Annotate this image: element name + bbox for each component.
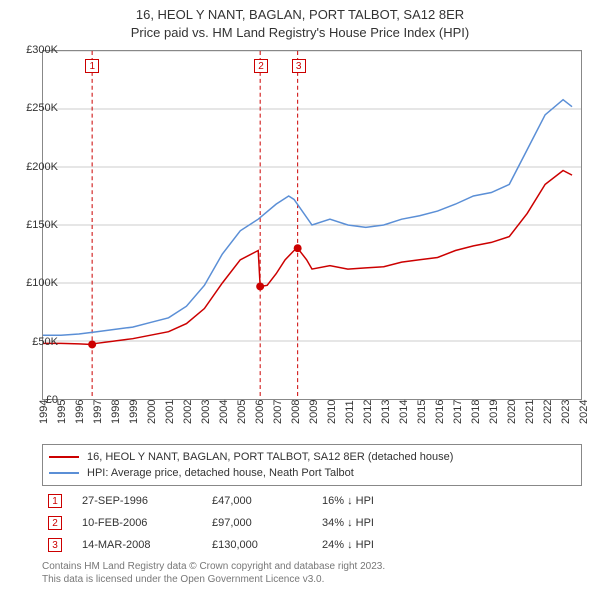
x-axis-label: 2007	[272, 400, 284, 424]
x-axis-label: 1996	[74, 400, 86, 424]
sale-dot	[294, 244, 302, 252]
footer-line1: Contains HM Land Registry data © Crown c…	[42, 560, 582, 573]
x-axis-label: 2008	[290, 400, 302, 424]
sale-price: £130,000	[212, 539, 322, 551]
sale-marker-2: 2	[254, 59, 268, 73]
y-axis-label: £100K	[8, 277, 58, 289]
sale-date: 14-MAR-2008	[82, 539, 212, 551]
x-axis-label: 2001	[164, 400, 176, 424]
sale-marker-1: 1	[85, 59, 99, 73]
sale-row: 3 14-MAR-2008£130,00024% ↓ HPI	[42, 534, 582, 556]
x-axis-label: 2010	[326, 400, 338, 424]
x-axis-label: 2002	[182, 400, 194, 424]
sales-table: 1 27-SEP-1996£47,00016% ↓ HPI 2 10-FEB-2006…	[42, 490, 582, 556]
x-axis-label: 2009	[308, 400, 320, 424]
sale-number: 1	[48, 494, 62, 508]
sale-row: 1 27-SEP-1996£47,00016% ↓ HPI	[42, 490, 582, 512]
sale-row: 2 10-FEB-2006£97,00034% ↓ HPI	[42, 512, 582, 534]
chart-svg	[43, 51, 581, 399]
x-axis-label: 2005	[236, 400, 248, 424]
legend-box: 16, HEOL Y NANT, BAGLAN, PORT TALBOT, SA…	[42, 444, 582, 486]
x-axis-label: 2000	[146, 400, 158, 424]
x-axis-label: 2003	[200, 400, 212, 424]
x-axis-labels: 1994199519961997199819992000200120022003…	[42, 402, 582, 442]
x-axis-label: 2024	[578, 400, 590, 424]
y-axis-label: £0	[8, 394, 58, 406]
sale-dot	[256, 283, 264, 291]
sale-date: 10-FEB-2006	[82, 517, 212, 529]
y-axis-label: £250K	[8, 102, 58, 114]
series-line	[43, 170, 572, 344]
x-axis-label: 2023	[560, 400, 572, 424]
x-axis-label: 1999	[128, 400, 140, 424]
legend-item: 16, HEOL Y NANT, BAGLAN, PORT TALBOT, SA…	[49, 449, 575, 465]
legend-label: HPI: Average price, detached house, Neat…	[87, 467, 354, 479]
x-axis-label: 2012	[362, 400, 374, 424]
x-axis-label: 2017	[452, 400, 464, 424]
legend-label: 16, HEOL Y NANT, BAGLAN, PORT TALBOT, SA…	[87, 451, 453, 463]
y-axis-label: £200K	[8, 161, 58, 173]
x-axis-label: 2015	[416, 400, 428, 424]
title-line1: 16, HEOL Y NANT, BAGLAN, PORT TALBOT, SA…	[0, 6, 600, 24]
sale-date: 27-SEP-1996	[82, 495, 212, 507]
title-line2: Price paid vs. HM Land Registry's House …	[0, 24, 600, 42]
sale-price: £97,000	[212, 517, 322, 529]
sale-price: £47,000	[212, 495, 322, 507]
sale-number: 3	[48, 538, 62, 552]
legend-swatch	[49, 472, 79, 474]
x-axis-label: 2018	[470, 400, 482, 424]
x-axis-label: 1997	[92, 400, 104, 424]
footer-line2: This data is licensed under the Open Gov…	[42, 573, 582, 586]
sale-dot	[88, 341, 96, 349]
x-axis-label: 2016	[434, 400, 446, 424]
sale-hpi-diff: 16% ↓ HPI	[322, 495, 374, 507]
sale-hpi-diff: 24% ↓ HPI	[322, 539, 374, 551]
legend-swatch	[49, 456, 79, 458]
y-axis-label: £50K	[8, 336, 58, 348]
x-axis-label: 2011	[344, 400, 356, 424]
x-axis-label: 2004	[218, 400, 230, 424]
x-axis-label: 2021	[524, 400, 536, 424]
y-axis-label: £150K	[8, 219, 58, 231]
y-axis-label: £300K	[8, 44, 58, 56]
x-axis-label: 2022	[542, 400, 554, 424]
series-line	[43, 100, 572, 335]
sale-hpi-diff: 34% ↓ HPI	[322, 517, 374, 529]
x-axis-label: 2019	[488, 400, 500, 424]
sale-number: 2	[48, 516, 62, 530]
x-axis-label: 1998	[110, 400, 122, 424]
chart-plot-area: 1 2 3	[42, 50, 582, 400]
x-axis-label: 2020	[506, 400, 518, 424]
x-axis-label: 2013	[380, 400, 392, 424]
sale-marker-3: 3	[292, 59, 306, 73]
legend-item: HPI: Average price, detached house, Neat…	[49, 465, 575, 481]
chart-title: 16, HEOL Y NANT, BAGLAN, PORT TALBOT, SA…	[0, 0, 600, 42]
x-axis-label: 2014	[398, 400, 410, 424]
footer-attribution: Contains HM Land Registry data © Crown c…	[42, 560, 582, 586]
x-axis-label: 2006	[254, 400, 266, 424]
